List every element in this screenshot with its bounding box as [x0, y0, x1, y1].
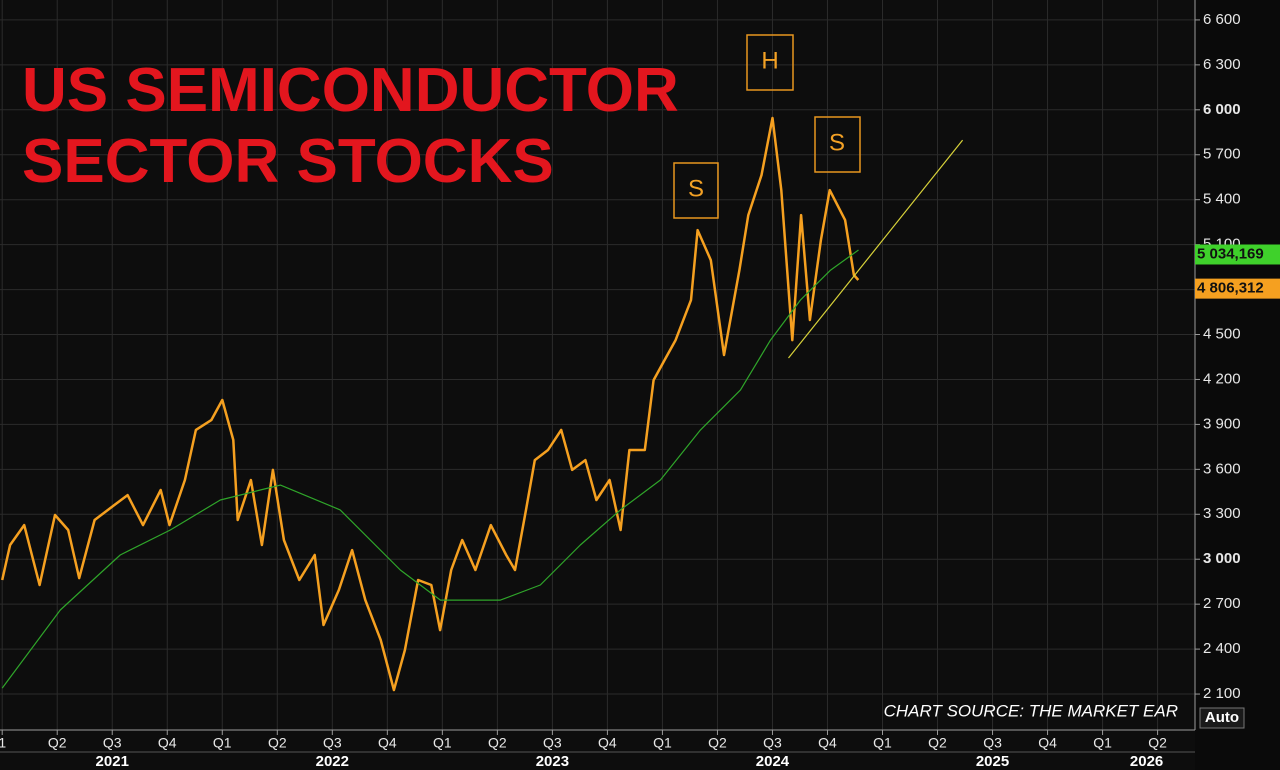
- scale-button-label[interactable]: Auto: [1205, 709, 1239, 726]
- year-label: 2021: [96, 753, 129, 770]
- last-value-label: 4 806,312: [1197, 280, 1264, 297]
- series-line: [788, 139, 964, 359]
- scale-button[interactable]: [1199, 707, 1245, 729]
- y-tick-label: 3 000: [1203, 550, 1241, 567]
- y-tick-label: 5 700: [1203, 146, 1241, 163]
- y-tick-label: 6 600: [1203, 11, 1241, 28]
- y-tick-label: 3 600: [1203, 460, 1241, 477]
- last-value-badge: [1195, 278, 1280, 299]
- x-tick-label: Q4: [818, 735, 837, 751]
- y-tick-label: 6 000: [1203, 101, 1241, 118]
- x-tick-label: Q2: [48, 735, 67, 751]
- x-tick-label: Q1: [433, 735, 452, 751]
- x-tick-label: Q4: [598, 735, 617, 751]
- x-tick-label: Q4: [378, 735, 397, 751]
- series-line: [0, 116, 860, 692]
- year-label: 2025: [976, 753, 1009, 770]
- year-label: 2024: [756, 753, 790, 770]
- y-tick-label: 2 100: [1203, 685, 1241, 702]
- x-tick-label: Q2: [268, 735, 287, 751]
- chart-title: SECTOR STOCKS: [22, 127, 554, 196]
- x-tick-label: Q1: [1093, 735, 1112, 751]
- last-value-label: 5 034,169: [1197, 245, 1264, 262]
- y-tick-label: 2 400: [1203, 640, 1241, 657]
- grid: [0, 0, 1195, 730]
- x-tick-label: Q3: [103, 735, 122, 751]
- y-axis-panel: [1195, 0, 1280, 770]
- y-tick-label: 3 300: [1203, 505, 1241, 522]
- annotation: H: [761, 47, 778, 74]
- x-tick-label: Q1: [213, 735, 232, 751]
- last-value-badge: [1195, 244, 1280, 265]
- annotation-box: [814, 116, 861, 173]
- y-tick-label: 4 200: [1203, 370, 1241, 387]
- year-label: 2022: [316, 753, 349, 770]
- x-tick-label: Q3: [763, 735, 782, 751]
- axes: 2 100 2 400 2 700 3 000 3 300 3 600 3 900 4 200…: [0, 11, 1280, 770]
- year-label: 2023: [536, 753, 569, 770]
- x-tick-label: Q4: [158, 735, 177, 751]
- chart-title: US SEMICONDUCTOR: [22, 56, 679, 125]
- x-tick-label: Q2: [1148, 735, 1167, 751]
- y-tick-label: 6 300: [1203, 56, 1241, 73]
- lines: [0, 116, 964, 692]
- annotation-box: [673, 162, 719, 219]
- y-tick-label: 3 900: [1203, 415, 1241, 432]
- annotation: S: [829, 129, 845, 156]
- y-tick-label: 4 500: [1203, 325, 1241, 342]
- x-tick-label: Q4: [1038, 735, 1057, 751]
- x-tick-label: Q2: [708, 735, 727, 751]
- y-tick-label: 5 400: [1203, 191, 1241, 208]
- annotation: S: [688, 175, 704, 202]
- x-tick-label: Q3: [323, 735, 342, 751]
- x-tick-label: Q2: [928, 735, 947, 751]
- source-note: CHART SOURCE: THE MARKET EAR: [884, 701, 1178, 720]
- x-tick-label: Q3: [543, 735, 562, 751]
- year-label: 2026: [1130, 753, 1163, 770]
- series-line: [1, 249, 859, 689]
- x-tick-label: Q1: [653, 735, 672, 751]
- y-tick-label: 2 700: [1203, 595, 1241, 612]
- x-tick-label: 1: [0, 735, 6, 751]
- x-tick-label: Q1: [873, 735, 892, 751]
- x-tick-label: Q2: [488, 735, 507, 751]
- annotation-box: [746, 34, 794, 91]
- x-tick-label: Q3: [983, 735, 1002, 751]
